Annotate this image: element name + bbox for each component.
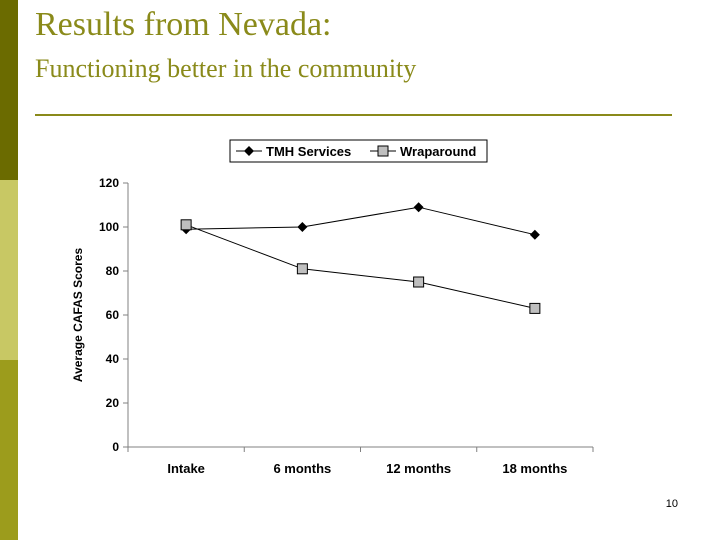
y-tick-label: 0 [112, 440, 119, 454]
series-line-2 [185, 224, 535, 309]
slide-subtitle: Functioning better in the community [35, 54, 417, 83]
data-point-wraparound [180, 219, 192, 231]
data-point-tmh [529, 229, 540, 240]
data-point-wraparound [529, 302, 541, 314]
legend-label-tmh: TMH Services [266, 144, 351, 159]
x-tick-label: 6 months [273, 461, 331, 476]
decorative-bar-mid [0, 360, 18, 540]
y-tick-label: 120 [99, 176, 119, 190]
legend-label-wraparound: Wraparound [400, 144, 476, 159]
x-tick-label: 18 months [502, 461, 567, 476]
legend-marker-wraparound [377, 145, 389, 157]
data-point-wraparound [413, 276, 425, 288]
decorative-bar-light [0, 180, 18, 360]
y-axis-label: Average CAFAS Scores [71, 248, 85, 383]
title-divider [35, 114, 672, 116]
y-tick-label: 100 [99, 220, 119, 234]
y-tick-label: 20 [106, 396, 120, 410]
y-tick-label: 40 [106, 352, 120, 366]
data-point-wraparound [296, 263, 308, 275]
legend-marker-tmh [244, 146, 254, 156]
y-tick-label: 80 [106, 264, 120, 278]
decorative-bar-dark [0, 0, 18, 180]
series-line-1 [186, 206, 535, 236]
legend-box [229, 139, 488, 163]
page-number: 10 [665, 498, 678, 510]
data-point-tmh [297, 222, 308, 232]
x-tick-label: Intake [167, 461, 205, 476]
x-tick-label: 12 months [386, 461, 451, 476]
y-tick-label: 60 [106, 308, 120, 322]
slide-title: Results from Nevada: [35, 6, 332, 43]
data-point-tmh [413, 202, 424, 213]
